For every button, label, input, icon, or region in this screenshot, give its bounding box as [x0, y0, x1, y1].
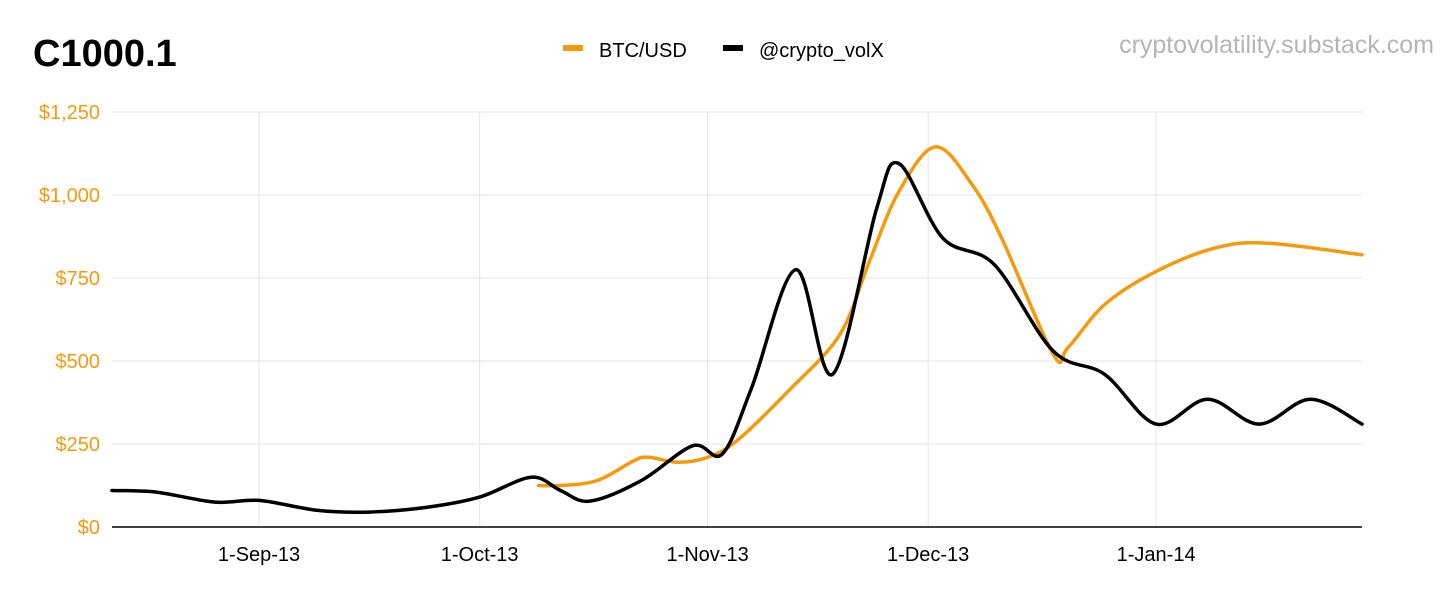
series-layer: [110, 145, 1364, 515]
series-line-btc-usd: [536, 145, 1364, 488]
y-tick-label: $500: [56, 351, 101, 373]
x-tick-label: 1-Dec-13: [887, 544, 969, 566]
x-tick-label: 1-Oct-13: [441, 544, 519, 566]
y-tick-label: $250: [56, 434, 101, 456]
x-tick-label: 1-Jan-14: [1117, 544, 1196, 566]
x-tick-label: 1-Nov-13: [666, 544, 748, 566]
legend: BTC/USD @crypto_volX: [563, 40, 884, 62]
legend-label-vol: @crypto_volX: [759, 40, 884, 62]
x-tick-label: 1-Sep-13: [218, 544, 300, 566]
legend-item-btc: BTC/USD: [563, 40, 687, 62]
y-axis-ticks: $0 $250 $500 $750 $1,000 $1,250: [39, 102, 100, 539]
y-tick-label: $0: [78, 517, 100, 539]
y-gridlines: [112, 111, 1362, 445]
source-watermark: cryptovolatility.substack.com: [1119, 31, 1434, 59]
y-tick-label: $1,250: [39, 102, 100, 124]
legend-item-vol: @crypto_volX: [723, 40, 884, 62]
y-tick-label: $750: [56, 268, 101, 290]
legend-label-btc: BTC/USD: [599, 40, 687, 62]
chart-title: C1000.1: [33, 33, 177, 75]
y-tick-label: $1,000: [39, 185, 100, 207]
x-axis-ticks: 1-Sep-13 1-Oct-13 1-Nov-13 1-Dec-13 1-Jan-14: [218, 544, 1196, 566]
series-line-crypto-volx: [110, 160, 1364, 515]
x-gridlines: [258, 112, 1157, 527]
